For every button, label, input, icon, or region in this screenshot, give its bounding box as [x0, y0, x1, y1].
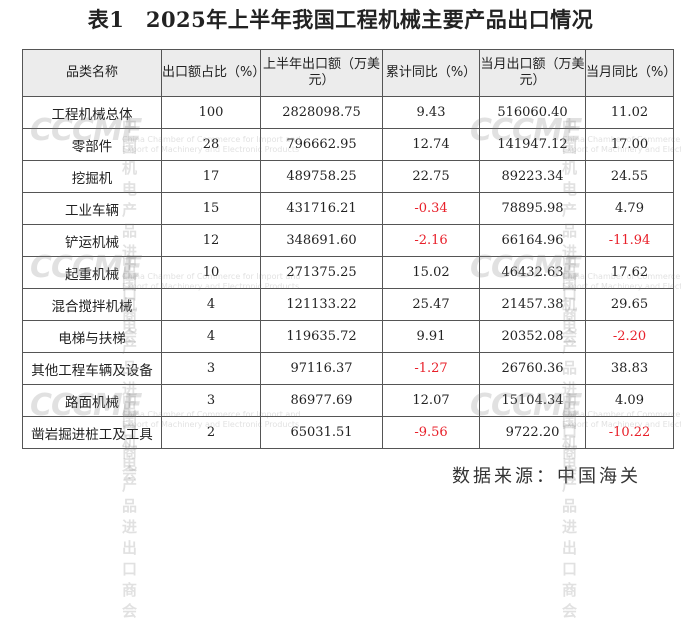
month-export-cell: 21457.38	[479, 288, 586, 321]
category-cell: 工业车辆	[22, 192, 162, 225]
share-cell: 3	[161, 384, 261, 417]
month-yoy-cell: 29.65	[585, 288, 674, 321]
category-cell: 起重机械	[22, 256, 162, 289]
category-cell: 工程机械总体	[22, 96, 162, 129]
cumulative-yoy-cell: -9.56	[382, 416, 480, 449]
month-yoy-cell: 4.79	[585, 192, 674, 225]
table-row: 混合搅拌机械 4 121133.22 25.47 21457.38 29.65	[22, 288, 674, 321]
table-row: 其他工程车辆及设备 3 97116.37 -1.27 26760.36 38.83	[22, 352, 674, 385]
header-month-export: 当月出口额（万美元）	[479, 49, 586, 97]
month-export-cell: 26760.36	[479, 352, 586, 385]
category-cell: 铲运机械	[22, 224, 162, 257]
cumulative-yoy-cell: 9.43	[382, 96, 480, 129]
month-export-cell: 516060.40	[479, 96, 586, 129]
table-row: 工程机械总体 100 2828098.75 9.43 516060.40 11.02	[22, 96, 674, 129]
cumulative-yoy-cell: -0.34	[382, 192, 480, 225]
share-cell: 28	[161, 128, 261, 161]
table-row: 零部件 28 796662.95 12.74 141947.12 17.00	[22, 128, 674, 161]
share-cell: 12	[161, 224, 261, 257]
month-yoy-cell: -2.20	[585, 320, 674, 353]
share-cell: 15	[161, 192, 261, 225]
cumulative-yoy-cell: 12.74	[382, 128, 480, 161]
share-cell: 10	[161, 256, 261, 289]
month-yoy-cell: 24.55	[585, 160, 674, 193]
cumulative-yoy-cell: 12.07	[382, 384, 480, 417]
table-row: 电梯与扶梯 4 119635.72 9.91 20352.08 -2.20	[22, 320, 674, 353]
category-cell: 挖掘机	[22, 160, 162, 193]
month-yoy-cell: 4.09	[585, 384, 674, 417]
h1-export-cell: 489758.25	[260, 160, 383, 193]
cumulative-yoy-cell: 15.02	[382, 256, 480, 289]
month-export-cell: 20352.08	[479, 320, 586, 353]
h1-export-cell: 796662.95	[260, 128, 383, 161]
data-source: 数据来源：中国海关	[452, 466, 641, 487]
h1-export-cell: 97116.37	[260, 352, 383, 385]
month-export-cell: 141947.12	[479, 128, 586, 161]
share-cell: 100	[161, 96, 261, 129]
h1-export-cell: 431716.21	[260, 192, 383, 225]
category-cell: 其他工程车辆及设备	[22, 352, 162, 385]
h1-export-cell: 65031.51	[260, 416, 383, 449]
month-export-cell: 66164.96	[479, 224, 586, 257]
header-cumulative-yoy: 累计同比（%）	[382, 49, 480, 97]
export-table: 品类名称 出口额占比（%） 上半年出口额（万美元） 累计同比（%） 当月出口额（…	[22, 49, 676, 449]
month-export-cell: 15104.34	[479, 384, 586, 417]
month-export-cell: 9722.20	[479, 416, 586, 449]
cumulative-yoy-cell: 25.47	[382, 288, 480, 321]
cumulative-yoy-cell: 22.75	[382, 160, 480, 193]
table-row: 挖掘机 17 489758.25 22.75 89223.34 24.55	[22, 160, 674, 193]
share-cell: 17	[161, 160, 261, 193]
category-cell: 凿岩掘进桩工及工具	[22, 416, 162, 449]
h1-export-cell: 86977.69	[260, 384, 383, 417]
category-cell: 混合搅拌机械	[22, 288, 162, 321]
month-yoy-cell: 11.02	[585, 96, 674, 129]
h1-export-cell: 271375.25	[260, 256, 383, 289]
table-row: 路面机械 3 86977.69 12.07 15104.34 4.09	[22, 384, 674, 417]
month-yoy-cell: -11.94	[585, 224, 674, 257]
cumulative-yoy-cell: 9.91	[382, 320, 480, 353]
month-yoy-cell: -10.22	[585, 416, 674, 449]
month-export-cell: 78895.98	[479, 192, 586, 225]
table-header-row: 品类名称 出口额占比（%） 上半年出口额（万美元） 累计同比（%） 当月出口额（…	[22, 49, 676, 97]
category-cell: 电梯与扶梯	[22, 320, 162, 353]
h1-export-cell: 2828098.75	[260, 96, 383, 129]
h1-export-cell: 348691.60	[260, 224, 383, 257]
h1-export-cell: 121133.22	[260, 288, 383, 321]
share-cell: 2	[161, 416, 261, 449]
month-yoy-cell: 17.00	[585, 128, 674, 161]
h1-export-cell: 119635.72	[260, 320, 383, 353]
table-row: 工业车辆 15 431716.21 -0.34 78895.98 4.79	[22, 192, 674, 225]
cumulative-yoy-cell: -1.27	[382, 352, 480, 385]
header-share: 出口额占比（%）	[161, 49, 265, 97]
header-month-yoy: 当月同比（%）	[585, 49, 676, 97]
month-yoy-cell: 17.62	[585, 256, 674, 289]
table-row: 起重机械 10 271375.25 15.02 46432.63 17.62	[22, 256, 674, 289]
share-cell: 4	[161, 320, 261, 353]
cumulative-yoy-cell: -2.16	[382, 224, 480, 257]
category-cell: 零部件	[22, 128, 162, 161]
month-yoy-cell: 38.83	[585, 352, 674, 385]
table-row: 凿岩掘进桩工及工具 2 65031.51 -9.56 9722.20 -10.22	[22, 416, 674, 449]
month-export-cell: 89223.34	[479, 160, 586, 193]
header-category: 品类名称	[22, 49, 162, 97]
page-title: 表1 2025年上半年我国工程机械主要产品出口情况	[87, 7, 594, 32]
share-cell: 3	[161, 352, 261, 385]
header-h1-export: 上半年出口额（万美元）	[260, 49, 383, 97]
category-cell: 路面机械	[22, 384, 162, 417]
share-cell: 4	[161, 288, 261, 321]
month-export-cell: 46432.63	[479, 256, 586, 289]
table-row: 铲运机械 12 348691.60 -2.16 66164.96 -11.94	[22, 224, 674, 257]
